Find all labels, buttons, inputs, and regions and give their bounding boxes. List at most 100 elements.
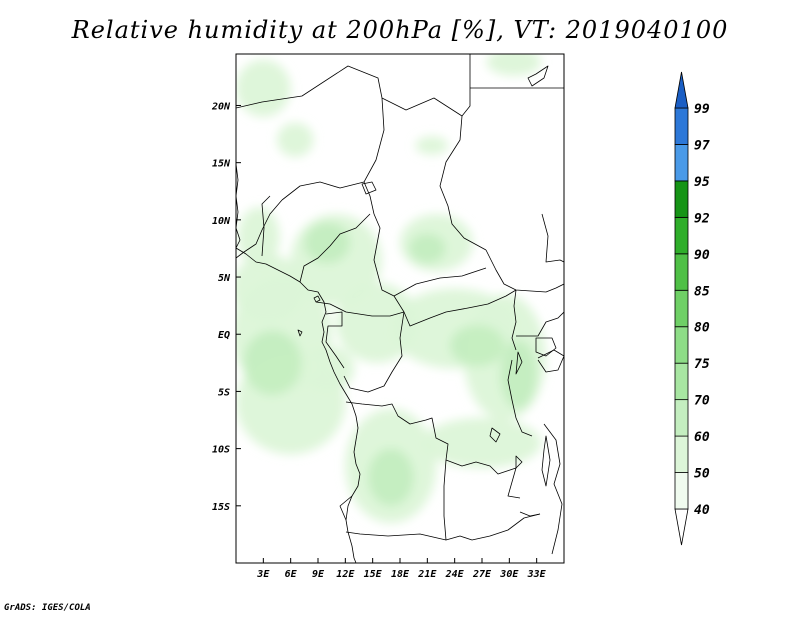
humidity-patch-20	[500, 339, 537, 409]
border-lake-tanganyika	[507, 359, 533, 437]
humidity-patch-12	[236, 59, 291, 117]
humidity-patch-15	[415, 136, 449, 155]
border-congo-drc-river	[343, 311, 405, 393]
colorbar: 40 50 60 70 75 80 85 90 92 95 97 99	[674, 71, 710, 546]
country-borders	[236, 54, 564, 563]
colorbar-under-triangle	[674, 508, 689, 546]
y-tick-label: EQ	[218, 330, 230, 341]
colorbar-label: 75	[694, 357, 710, 372]
colorbar-label: 40	[694, 503, 710, 518]
border-tanzania-mozambique	[543, 423, 563, 555]
y-tick-label: 10N	[212, 216, 231, 227]
lake-bangweulu	[515, 455, 523, 469]
x-axis-ticks: 3E 6E 9E 12E 15E 18E 21E 24E 27E 30E 33E	[256, 558, 547, 580]
border-niger-chad	[363, 97, 385, 215]
humidity-patch-11	[299, 345, 355, 392]
humidity-patch-17	[304, 222, 350, 264]
x-tick-label: 6E	[285, 569, 298, 580]
border-benin-togo	[261, 195, 271, 257]
x-tick-label: 21E	[417, 569, 437, 580]
border-sudan-ethiopia	[541, 213, 564, 263]
x-tick-label: 24E	[445, 569, 465, 580]
humidity-patch-21	[409, 233, 446, 264]
colorbar-label: 95	[694, 175, 710, 190]
y-tick-label: 5N	[218, 273, 231, 284]
lake-mweru	[489, 427, 501, 443]
humidity-patch-19	[450, 325, 505, 367]
border-chad-sudan	[439, 115, 487, 251]
colorbar-over-triangle	[674, 71, 689, 109]
x-tick-label: 18E	[391, 569, 410, 580]
y-tick-label: 15S	[212, 502, 230, 513]
border-angola-namibia	[345, 531, 447, 541]
humidity-patch-10	[422, 417, 542, 469]
coastline-west-africa	[236, 247, 361, 563]
lake-chad	[361, 181, 377, 195]
colorbar-segment-97	[674, 107, 689, 145]
y-tick-label: 10S	[212, 445, 230, 456]
colorbar-label: 85	[694, 284, 710, 299]
x-tick-label: 9E	[312, 569, 325, 580]
coastline-mauritania-senegal	[236, 163, 241, 249]
colorbar-segment-80	[674, 289, 689, 328]
grads-credit: GrADS: IGES/COLA	[4, 603, 91, 613]
border-algeria-mali	[236, 65, 383, 109]
border-drc-zambia	[445, 459, 521, 499]
colorbar-label: 90	[694, 248, 710, 263]
colorbar-segment-70	[674, 362, 689, 401]
border-gulf-guinea-west	[236, 199, 283, 259]
colorbar-label: 92	[694, 211, 710, 226]
border-angola-zambia	[443, 459, 473, 541]
colorbar-segment-90	[674, 216, 689, 255]
lake-malawi	[541, 435, 551, 487]
y-axis-ticks: 20N 15N 10N 5N EQ 5S 10S 15S	[211, 101, 241, 513]
x-tick-label: 30E	[499, 569, 519, 580]
y-tick-label: 20N	[211, 101, 231, 112]
border-cameroon-congo	[315, 301, 405, 317]
island-bioko	[313, 295, 321, 303]
border-zambia-zimbabwe	[471, 513, 541, 541]
border-nigeria-cameroon	[299, 213, 371, 283]
colorbar-segment-50	[674, 435, 689, 473]
colorbar-label: 60	[694, 430, 710, 445]
lake-victoria	[535, 337, 557, 357]
border-uganda-kenya	[516, 311, 564, 337]
y-tick-label: 5S	[218, 387, 230, 398]
lake-albert	[515, 351, 523, 375]
y-tick-label: 15N	[212, 159, 231, 170]
border-car-drc	[393, 289, 517, 327]
border-libya-chad	[381, 97, 463, 117]
x-tick-label: 33E	[527, 569, 547, 580]
x-tick-label: 3E	[256, 569, 270, 580]
border-sudan-eastern	[485, 249, 564, 293]
colorbar-segment-75	[674, 326, 689, 364]
colorbar-segment-60	[674, 399, 689, 437]
coast-zambezi	[519, 511, 541, 517]
border-nigeria-niger	[281, 181, 365, 201]
humidity-patch-13	[486, 54, 542, 76]
border-gabon-congo	[325, 311, 345, 369]
colorbar-label: 80	[694, 321, 710, 336]
island-zanzibar	[527, 65, 549, 87]
border-libya-egypt	[461, 54, 471, 117]
island-sao-tome	[297, 329, 303, 337]
colorbar-segment-40	[674, 472, 689, 510]
border-drc-angola-north	[345, 401, 449, 461]
colorbar-label: 99	[694, 102, 710, 117]
colorbar-label: 97	[694, 138, 710, 153]
map-title: Relative humidity at 200hPa [%], VT: 201…	[71, 16, 729, 44]
border-east-drc-uganda	[511, 289, 517, 351]
x-tick-label: 15E	[364, 569, 383, 580]
x-tick-label: 12E	[336, 569, 355, 580]
humidity-patch-18	[368, 448, 414, 506]
colorbar-label: 70	[694, 394, 710, 409]
colorbar-label: 50	[694, 467, 710, 482]
humidity-field-layer	[236, 54, 546, 523]
colorbar-segment-85	[674, 253, 689, 291]
border-south-coast	[339, 495, 353, 521]
humidity-patch-14	[277, 122, 314, 157]
colorbar-segment-92	[674, 180, 689, 218]
colorbar-segment-95	[674, 144, 689, 182]
x-tick-label: 27E	[472, 569, 492, 580]
